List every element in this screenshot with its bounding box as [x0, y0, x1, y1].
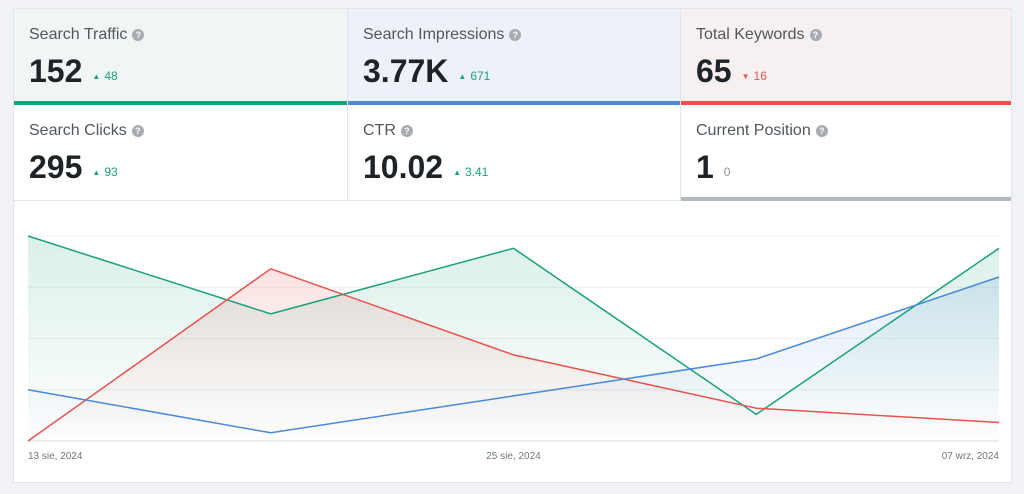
stat-value: 152	[29, 53, 83, 89]
triangle-up-icon: ▲	[453, 168, 461, 177]
triangle-up-icon: ▲	[92, 72, 101, 81]
stat-delta: 0	[723, 165, 731, 179]
stat-label: Search Impressions?	[363, 26, 522, 44]
triangle-down-icon: ▼	[741, 72, 750, 81]
seo-stats-panel: Search Traffic? 152 ▲ 48 Search Impressio…	[13, 8, 1012, 483]
stat-accent-bar	[14, 101, 347, 105]
series-area-impressions	[28, 277, 999, 441]
stat-label: Total Keywords?	[696, 26, 822, 44]
stat-label: Search Traffic?	[29, 26, 145, 44]
stat-value: 1	[696, 149, 714, 185]
x-tick-label: 07 wrz, 2024	[942, 451, 1000, 462]
stat-total-keywords[interactable]: Total Keywords? 65 ▼ 16	[680, 9, 1011, 105]
stat-search-clicks[interactable]: Search Clicks? 295 ▲ 93	[14, 105, 347, 201]
series-line-keywords	[27, 268, 1000, 442]
help-icon[interactable]: ?	[400, 125, 413, 137]
triangle-up-icon: ▲	[92, 168, 101, 177]
performance-chart[interactable]: 13 sie, 2024 25 sie, 2024 07 wrz, 2024	[14, 202, 1011, 482]
series-line-impressions	[27, 276, 1000, 434]
stat-value: 295	[29, 149, 83, 185]
x-tick-label: 13 sie, 2024	[28, 451, 83, 462]
help-icon[interactable]: ?	[809, 29, 822, 41]
help-icon[interactable]: ?	[509, 29, 522, 41]
help-icon[interactable]: ?	[131, 125, 144, 137]
series-line-traffic	[27, 235, 1000, 416]
stat-delta: ▲ 671	[458, 69, 491, 83]
x-tick-label: 25 sie, 2024	[486, 451, 541, 462]
stat-label: Current Position?	[696, 122, 828, 140]
help-icon[interactable]: ?	[132, 29, 145, 41]
help-icon[interactable]: ?	[815, 125, 828, 137]
stat-accent-bar	[681, 197, 1011, 201]
stat-delta: ▲ 48	[92, 69, 118, 83]
stat-ctr[interactable]: CTR? 10.02 ▲ 3.41	[347, 105, 680, 201]
stat-value: 65	[696, 53, 732, 89]
stat-value: 10.02	[363, 149, 444, 185]
stat-accent-bar	[348, 101, 680, 105]
performance-chart-svg: 13 sie, 2024 25 sie, 2024 07 wrz, 2024	[27, 235, 1000, 462]
stat-delta: ▲ 3.41	[453, 165, 489, 179]
stat-label: Search Clicks?	[29, 122, 144, 140]
stat-current-position[interactable]: Current Position? 1 0	[680, 105, 1011, 201]
stat-search-traffic[interactable]: Search Traffic? 152 ▲ 48	[14, 9, 347, 105]
stat-accent-bar	[681, 101, 1011, 105]
stat-value: 3.77K	[363, 53, 449, 89]
triangle-up-icon: ▲	[458, 72, 467, 81]
stat-delta: ▼ 16	[741, 69, 767, 83]
stat-delta: ▲ 93	[92, 165, 118, 179]
stat-label: CTR?	[363, 122, 413, 140]
stat-search-impressions[interactable]: Search Impressions? 3.77K ▲ 671	[347, 9, 680, 105]
